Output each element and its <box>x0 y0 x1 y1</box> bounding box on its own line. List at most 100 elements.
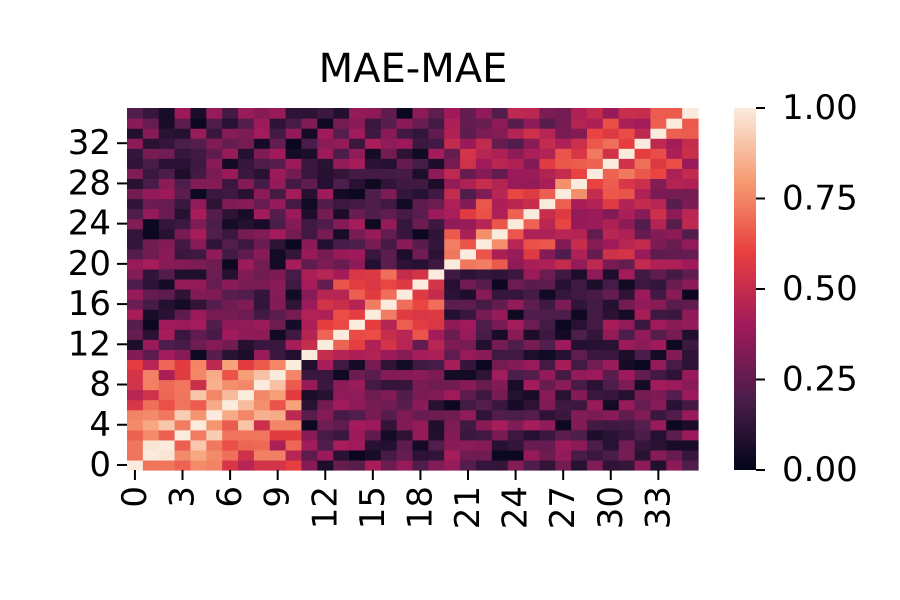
heatmap-cell <box>555 198 572 210</box>
heatmap-cell <box>190 299 207 310</box>
heatmap-cell <box>127 258 144 270</box>
heatmap-cell <box>349 399 366 411</box>
heatmap-cell <box>142 289 160 300</box>
heatmap-cell <box>301 339 318 350</box>
heatmap-cell <box>555 369 572 381</box>
heatmap-cell <box>444 459 461 471</box>
heatmap-cell <box>206 349 223 360</box>
heatmap-cell <box>142 118 160 129</box>
heatmap-cell <box>507 349 525 360</box>
heatmap-cell <box>349 228 366 240</box>
heatmap-cell <box>174 248 192 260</box>
heatmap-cell <box>222 178 239 190</box>
heatmap-cell <box>380 299 398 310</box>
heatmap-cell <box>285 379 303 391</box>
heatmap-cell <box>571 168 588 179</box>
heatmap-cell <box>396 268 414 280</box>
heatmap-cell <box>317 459 334 471</box>
heatmap-cell <box>586 148 604 159</box>
heatmap-cell <box>666 379 683 391</box>
heatmap-cell <box>475 158 493 169</box>
heatmap-cell <box>301 309 318 320</box>
heatmap-cell <box>460 198 477 210</box>
heatmap-cell <box>491 399 509 411</box>
heatmap-cell <box>333 309 350 320</box>
heatmap-cell <box>523 399 540 411</box>
heatmap-cell <box>666 228 683 240</box>
heatmap-cell <box>666 349 683 360</box>
heatmap-cell <box>174 238 192 250</box>
heatmap-cell <box>238 379 255 391</box>
heatmap-cell <box>682 108 699 119</box>
heatmap-cell <box>380 208 398 220</box>
heatmap-cell <box>491 359 509 371</box>
heatmap-cell <box>491 278 509 290</box>
heatmap-cell <box>206 128 223 139</box>
heatmap-cell <box>491 409 509 421</box>
heatmap-cell <box>142 128 160 139</box>
heatmap-cell <box>253 349 271 360</box>
heatmap-cell <box>475 148 493 159</box>
heatmap-cell <box>238 299 255 310</box>
heatmap-cell <box>301 128 318 139</box>
heatmap-cell <box>555 208 572 220</box>
heatmap-cell <box>428 258 445 270</box>
heatmap-cell <box>539 289 556 300</box>
heatmap-cell <box>523 379 540 391</box>
heatmap-cell <box>555 118 572 129</box>
heatmap-cell <box>555 419 572 431</box>
heatmap-cell <box>396 138 414 149</box>
heatmap-cell <box>333 198 350 210</box>
heatmap-cell <box>602 118 620 129</box>
heatmap-cell <box>571 278 588 290</box>
heatmap-cell <box>142 319 160 330</box>
heatmap-cell <box>634 228 652 240</box>
heatmap-cell <box>380 248 398 260</box>
heatmap-cell <box>539 409 556 421</box>
heatmap-cell <box>206 419 223 431</box>
heatmap-cell <box>174 459 192 471</box>
heatmap-cell <box>571 349 588 360</box>
heatmap-cell <box>491 158 509 169</box>
heatmap-cell <box>618 349 636 360</box>
heatmap-cell <box>127 359 144 371</box>
heatmap-cell <box>269 419 287 431</box>
heatmap-cell <box>349 439 366 451</box>
y-tick-label: 20 <box>68 244 111 284</box>
heatmap-cell <box>555 238 572 250</box>
heatmap-cell <box>618 238 636 250</box>
heatmap-cell <box>380 389 398 401</box>
heatmap-cell <box>206 329 223 340</box>
heatmap-cell <box>253 158 271 169</box>
heatmap-cell <box>444 289 461 300</box>
heatmap-cell <box>380 218 398 230</box>
heatmap-cell <box>555 218 572 230</box>
heatmap-cell <box>618 178 636 190</box>
heatmap-cell <box>285 349 303 360</box>
heatmap-cell <box>460 128 477 139</box>
heatmap-cell <box>412 148 429 159</box>
heatmap-cell <box>666 319 683 330</box>
heatmap-cell <box>586 329 604 340</box>
heatmap-cell <box>586 289 604 300</box>
heatmap-cell <box>571 289 588 300</box>
heatmap-cell <box>158 138 176 149</box>
heatmap-cell <box>238 138 255 149</box>
heatmap-cell <box>539 299 556 310</box>
heatmap-cell <box>333 449 350 461</box>
heatmap-cell <box>190 208 207 220</box>
heatmap-cell <box>602 188 620 200</box>
heatmap-cell <box>333 329 350 340</box>
heatmap-cell <box>222 248 239 260</box>
heatmap-cell <box>539 148 556 159</box>
heatmap-cell <box>491 258 509 270</box>
heatmap-cell <box>190 138 207 149</box>
heatmap-cell <box>349 118 366 129</box>
heatmap-cell <box>222 188 239 200</box>
heatmap-cell <box>269 429 287 441</box>
heatmap-cell <box>650 369 667 381</box>
heatmap-cell <box>396 278 414 290</box>
heatmap-cell <box>571 439 588 451</box>
heatmap-cell <box>380 329 398 340</box>
heatmap-cell <box>412 369 429 381</box>
